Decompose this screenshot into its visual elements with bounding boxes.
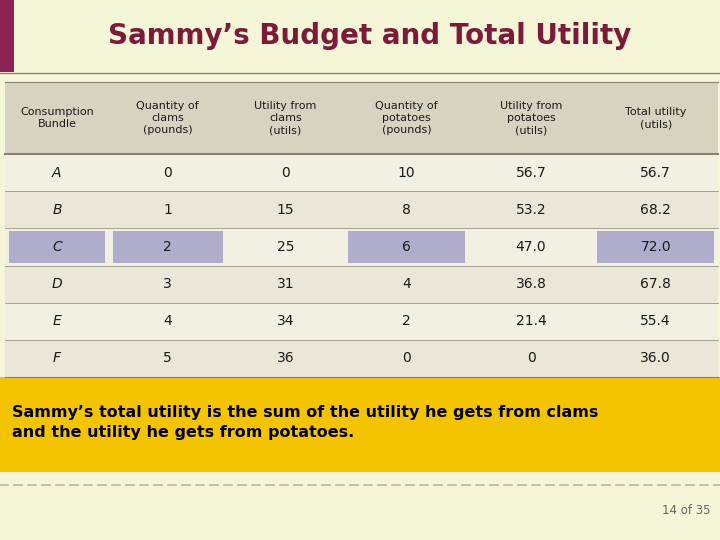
- Text: 36: 36: [276, 352, 294, 366]
- Text: 4: 4: [402, 277, 411, 291]
- Bar: [9, 231, 105, 262]
- Text: Sammy’s total utility is the sum of the utility he gets from clams
and the utili: Sammy’s total utility is the sum of the …: [12, 404, 598, 441]
- Bar: [5, 340, 718, 377]
- Text: Consumption
Bundle: Consumption Bundle: [20, 107, 94, 129]
- Text: 31: 31: [276, 277, 294, 291]
- Text: 1: 1: [163, 202, 172, 217]
- Text: Utility from
clams
(utils): Utility from clams (utils): [254, 100, 317, 136]
- Text: Total utility
(utils): Total utility (utils): [625, 107, 686, 129]
- Bar: [0, 377, 720, 472]
- Text: 67.8: 67.8: [640, 277, 671, 291]
- Text: 21.4: 21.4: [516, 314, 546, 328]
- Text: E: E: [53, 314, 61, 328]
- Text: 6: 6: [402, 240, 411, 254]
- Text: A: A: [52, 166, 62, 180]
- Text: 56.7: 56.7: [516, 166, 546, 180]
- Text: 72.0: 72.0: [640, 240, 671, 254]
- Bar: [348, 231, 465, 262]
- Bar: [5, 266, 718, 302]
- Bar: [5, 82, 718, 154]
- Text: 36.0: 36.0: [640, 352, 671, 366]
- Text: 36.8: 36.8: [516, 277, 546, 291]
- Text: 34: 34: [276, 314, 294, 328]
- Text: F: F: [53, 352, 61, 366]
- Bar: [0, 0, 14, 72]
- Text: 15: 15: [276, 202, 294, 217]
- Text: 25: 25: [276, 240, 294, 254]
- Text: 2: 2: [163, 240, 172, 254]
- Text: 0: 0: [402, 352, 411, 366]
- Text: 2: 2: [402, 314, 411, 328]
- Text: 0: 0: [527, 352, 536, 366]
- Text: 0: 0: [163, 166, 172, 180]
- Text: 68.2: 68.2: [640, 202, 671, 217]
- Text: 47.0: 47.0: [516, 240, 546, 254]
- Text: 4: 4: [163, 314, 172, 328]
- Text: Sammy’s Budget and Total Utility: Sammy’s Budget and Total Utility: [108, 22, 631, 50]
- Text: 0: 0: [281, 166, 289, 180]
- Text: C: C: [52, 240, 62, 254]
- Text: D: D: [52, 277, 62, 291]
- Text: 55.4: 55.4: [640, 314, 671, 328]
- Bar: [598, 231, 714, 262]
- Bar: [5, 154, 718, 191]
- Text: B: B: [52, 202, 62, 217]
- Bar: [5, 191, 718, 228]
- Text: 10: 10: [397, 166, 415, 180]
- Text: Quantity of
potatoes
(pounds): Quantity of potatoes (pounds): [375, 100, 438, 136]
- Bar: [113, 231, 222, 262]
- Text: 3: 3: [163, 277, 172, 291]
- Text: Utility from
potatoes
(utils): Utility from potatoes (utils): [500, 100, 562, 136]
- Bar: [5, 228, 718, 266]
- Bar: [5, 302, 718, 340]
- Text: Quantity of
clams
(pounds): Quantity of clams (pounds): [136, 100, 199, 136]
- Text: 8: 8: [402, 202, 411, 217]
- Text: 53.2: 53.2: [516, 202, 546, 217]
- Text: 56.7: 56.7: [640, 166, 671, 180]
- Text: 14 of 35: 14 of 35: [662, 503, 710, 516]
- Text: 5: 5: [163, 352, 172, 366]
